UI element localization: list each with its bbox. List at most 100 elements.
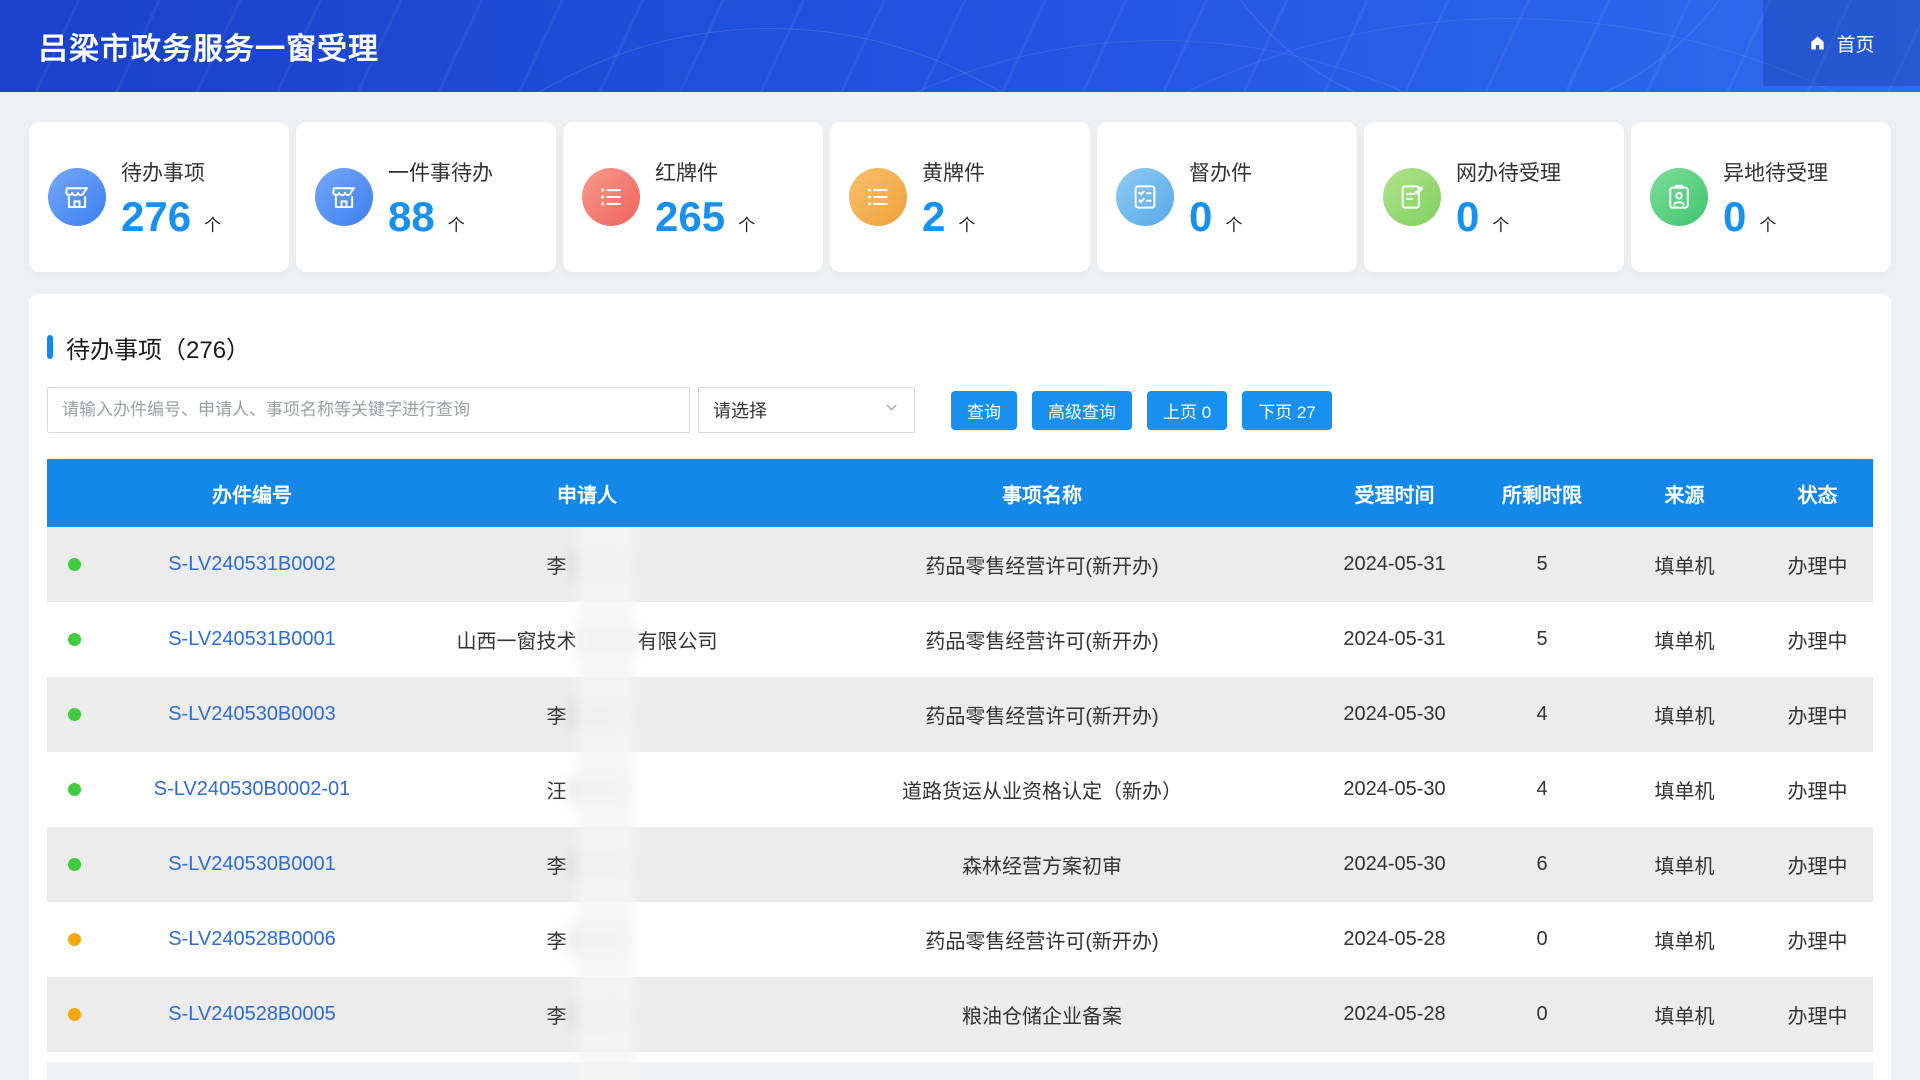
source: 填单机 bbox=[1654, 706, 1715, 728]
search-input[interactable] bbox=[47, 387, 690, 433]
query-button[interactable]: 查询 bbox=[951, 390, 1017, 430]
section-title: 待办事项（276） bbox=[47, 333, 1873, 364]
case-id-link[interactable]: S-LV240531B0002 bbox=[168, 553, 336, 575]
stat-value: 2 bbox=[922, 192, 946, 240]
stat-value: 0 bbox=[1723, 192, 1747, 240]
shop-icon bbox=[48, 168, 106, 226]
applicant-cell: 李 bbox=[402, 902, 772, 977]
stat-label: 红牌件 bbox=[655, 161, 718, 185]
case-id-link[interactable]: S-LV240531B0001 bbox=[168, 628, 336, 650]
col-accept-date: 受理时间 bbox=[1354, 484, 1435, 507]
table-row: S-LV240528B0006 李 药品零售经营许可(新开办) 2024-05-… bbox=[47, 902, 1873, 977]
accept-date: 2024-05-30 bbox=[1343, 778, 1446, 800]
stat-value: 88 bbox=[388, 192, 435, 240]
stat-card[interactable]: 黄牌件 2 个 bbox=[830, 122, 1090, 272]
stat-card[interactable]: 红牌件 265 个 bbox=[563, 122, 823, 272]
advanced-query-button[interactable]: 高级查询 bbox=[1032, 390, 1132, 430]
stat-value: 0 bbox=[1456, 192, 1480, 240]
stat-value: 276 bbox=[121, 192, 192, 240]
stat-card[interactable]: 督办件 0 个 bbox=[1097, 122, 1357, 272]
accept-date: 2024-05-30 bbox=[1343, 703, 1446, 725]
item-name: 药品零售经营许可(新开办) bbox=[925, 931, 1159, 953]
status-dot bbox=[68, 708, 81, 721]
stat-card[interactable]: 一件事待办 88 个 bbox=[296, 122, 556, 272]
accept-date: 2024-05-28 bbox=[1343, 928, 1446, 950]
days-remaining: 0 bbox=[1536, 1003, 1548, 1025]
col-item-name: 事项名称 bbox=[1002, 484, 1082, 507]
source: 填单机 bbox=[1654, 856, 1715, 878]
section-title-bar bbox=[47, 335, 53, 359]
applicant-prefix: 李 bbox=[546, 931, 567, 953]
filter-select[interactable]: 请选择 bbox=[698, 387, 915, 433]
page-title: 吕梁市政务服务一窗受理 bbox=[38, 33, 379, 66]
applicant-cell: 李 bbox=[402, 827, 772, 902]
table-row: S-LV240531B0001 山西一窗技术 有限公司 药品零售经营许可(新开办)… bbox=[47, 602, 1873, 677]
case-id-link[interactable]: S-LV240530B0001 bbox=[168, 853, 336, 875]
accept-date: 2024-05-31 bbox=[1343, 628, 1446, 650]
stat-card[interactable]: 异地待受理 0 个 bbox=[1631, 122, 1891, 272]
stat-unit: 个 bbox=[1492, 215, 1510, 235]
case-id-link[interactable]: S-LV240530B0003 bbox=[168, 703, 336, 725]
redaction-blur bbox=[569, 775, 625, 804]
applicant-cell: 李 bbox=[402, 677, 772, 752]
source: 填单机 bbox=[1654, 631, 1715, 653]
days-remaining: 5 bbox=[1536, 553, 1548, 575]
days-remaining: 4 bbox=[1536, 778, 1548, 800]
prev-page-button[interactable]: 上页 0 bbox=[1147, 390, 1228, 430]
stat-unit: 个 bbox=[1759, 215, 1777, 235]
status: 办理中 bbox=[1787, 856, 1848, 878]
todo-table: 办件编号 申请人 事项名称 受理时间 所剩时限 来源 状态 S-LV240531… bbox=[47, 459, 1873, 1052]
stat-card[interactable]: 网办待受理 0 个 bbox=[1364, 122, 1624, 272]
status-dot bbox=[68, 633, 81, 646]
stat-card[interactable]: 待办事项 276 个 bbox=[29, 122, 289, 272]
status: 办理中 bbox=[1787, 781, 1848, 803]
stat-value: 265 bbox=[655, 192, 726, 240]
col-days-remaining: 所剩时限 bbox=[1502, 484, 1582, 507]
table-row: S-LV240530B0001 李 森林经营方案初审 2024-05-30 6 … bbox=[47, 827, 1873, 902]
applicant-prefix: 李 bbox=[546, 856, 567, 878]
stat-unit: 个 bbox=[204, 215, 222, 235]
stat-label: 督办件 bbox=[1189, 161, 1252, 185]
stat-label: 一件事待办 bbox=[388, 161, 493, 185]
case-id-link[interactable]: S-LV240530B0002-01 bbox=[153, 778, 351, 800]
stat-label: 黄牌件 bbox=[922, 161, 985, 185]
home-button[interactable]: 首页 bbox=[1763, 0, 1920, 86]
next-page-button[interactable]: 下页 27 bbox=[1242, 390, 1332, 430]
applicant-prefix: 李 bbox=[546, 706, 567, 728]
applicant-cell: 汪 bbox=[402, 752, 772, 827]
stat-unit: 个 bbox=[958, 215, 976, 235]
col-source: 来源 bbox=[1664, 484, 1705, 507]
todo-panel: 待办事项（276） 请选择 查询 高级查询 上页 0 下页 27 办件编号 申请… bbox=[29, 294, 1891, 1080]
col-applicant: 申请人 bbox=[557, 484, 617, 507]
status: 办理中 bbox=[1787, 931, 1848, 953]
search-toolbar: 请选择 查询 高级查询 上页 0 下页 27 bbox=[47, 387, 1873, 433]
filter-select-value: 请选择 bbox=[713, 401, 767, 421]
applicant-cell: 李 bbox=[402, 977, 772, 1052]
stats-row: 待办事项 276 个 一件事待办 88 个 红牌件 265 个 黄牌件 bbox=[29, 122, 1891, 272]
section-title-text: 待办事项（276） bbox=[66, 336, 251, 364]
table-row: S-LV240530B0003 李 药品零售经营许可(新开办) 2024-05-… bbox=[47, 677, 1873, 752]
days-remaining: 0 bbox=[1536, 928, 1548, 950]
table-header: 办件编号 申请人 事项名称 受理时间 所剩时限 来源 状态 bbox=[47, 459, 1873, 527]
col-case-id: 办件编号 bbox=[212, 484, 292, 507]
case-id-link[interactable]: S-LV240528B0005 bbox=[168, 1003, 336, 1025]
clipperson-icon bbox=[1650, 168, 1708, 226]
editdoc-icon bbox=[1383, 168, 1441, 226]
col-status: 状态 bbox=[1797, 484, 1838, 507]
toolbar-buttons: 查询 高级查询 上页 0 下页 27 bbox=[951, 390, 1332, 430]
chevron-down-icon bbox=[883, 399, 900, 421]
checkdoc-icon bbox=[1116, 168, 1174, 226]
case-id-link[interactable]: S-LV240528B0006 bbox=[168, 928, 336, 950]
list-icon bbox=[582, 168, 640, 226]
days-remaining: 6 bbox=[1536, 853, 1548, 875]
stat-label: 网办待受理 bbox=[1456, 161, 1561, 185]
status-dot bbox=[68, 1008, 81, 1021]
source: 填单机 bbox=[1654, 781, 1715, 803]
redaction-blur bbox=[569, 700, 625, 729]
source: 填单机 bbox=[1654, 1006, 1715, 1028]
stat-label: 待办事项 bbox=[121, 161, 205, 185]
status-dot bbox=[68, 933, 81, 946]
status-dot bbox=[68, 858, 81, 871]
status-dot bbox=[68, 783, 81, 796]
stat-unit: 个 bbox=[447, 215, 465, 235]
